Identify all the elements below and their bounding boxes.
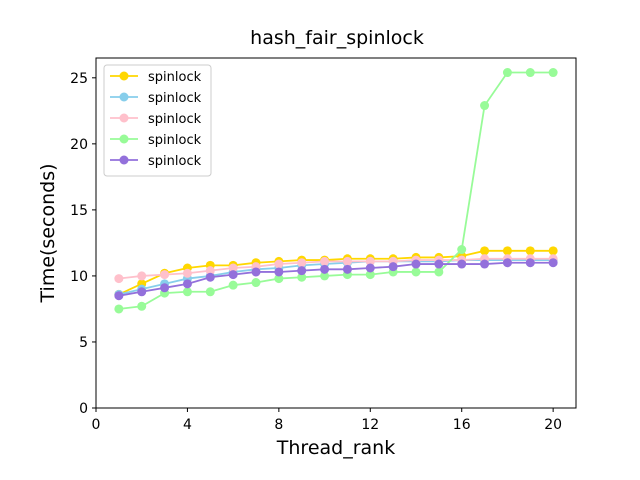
data-point <box>365 270 375 280</box>
series-5 <box>114 258 558 301</box>
y-tick-label: 25 <box>70 71 88 87</box>
x-tick-label: 16 <box>453 417 471 433</box>
data-point <box>457 245 467 255</box>
data-point <box>525 68 535 78</box>
x-tick-label: 8 <box>274 417 283 433</box>
data-point <box>320 271 330 281</box>
legend-label: spinlock <box>148 70 202 85</box>
data-point <box>548 68 558 78</box>
legend-label: spinlock <box>148 91 202 106</box>
legend-item: spinlock <box>110 154 202 169</box>
data-point <box>182 287 192 297</box>
y-tick-label: 0 <box>79 401 88 417</box>
plot-frame <box>95 57 577 409</box>
data-point <box>388 262 398 272</box>
legend-label: spinlock <box>148 112 202 127</box>
data-point <box>480 246 490 256</box>
legend-label: spinlock <box>148 154 202 169</box>
x-tick-label: 12 <box>361 417 379 433</box>
x-tick-label: 20 <box>544 417 562 433</box>
data-point <box>297 266 307 276</box>
data-point <box>205 287 215 297</box>
data-point <box>251 278 261 288</box>
data-point <box>502 258 512 268</box>
x-axis: 0 4 8 12 16 20 <box>92 408 562 433</box>
data-point <box>137 301 147 311</box>
data-point <box>182 268 192 278</box>
data-point <box>228 270 238 280</box>
data-point <box>114 274 124 284</box>
data-point <box>480 259 490 269</box>
data-point <box>160 270 170 280</box>
chart-title: hash_fair_spinlock <box>250 27 424 49</box>
legend-item: spinlock <box>110 91 202 106</box>
x-tick-label: 0 <box>92 417 101 433</box>
legend: spinlock spinlock spinlock spinlock spinlock <box>103 64 212 177</box>
y-tick-label: 15 <box>70 203 88 219</box>
y-tick-label: 10 <box>70 269 88 285</box>
legend-marker <box>119 155 129 165</box>
data-point <box>525 258 535 268</box>
y-axis: 0 5 10 15 20 25 <box>70 71 96 417</box>
data-point <box>205 272 215 282</box>
data-point <box>434 259 444 269</box>
data-point <box>274 259 284 269</box>
data-point <box>297 258 307 268</box>
data-point <box>297 272 307 282</box>
data-point <box>114 304 124 314</box>
data-point <box>320 264 330 274</box>
legend-marker <box>119 113 129 123</box>
legend-marker <box>119 71 129 81</box>
data-point <box>160 283 170 293</box>
data-point <box>502 68 512 78</box>
data-point <box>411 267 421 277</box>
data-point <box>457 259 467 269</box>
data-point <box>228 280 238 290</box>
legend-item: spinlock <box>110 133 202 148</box>
series-4 <box>114 68 558 314</box>
y-axis-label: Time(seconds) <box>37 164 59 304</box>
data-point <box>228 263 238 273</box>
data-point <box>137 271 147 281</box>
data-point <box>411 259 421 269</box>
legend-item: spinlock <box>110 70 202 85</box>
data-point <box>251 267 261 277</box>
x-tick-label: 4 <box>183 417 192 433</box>
legend-label: spinlock <box>148 133 202 148</box>
data-point <box>365 263 375 273</box>
data-point <box>182 279 192 289</box>
y-tick-label: 20 <box>70 137 88 153</box>
plot-content <box>114 68 558 314</box>
data-point <box>342 264 352 274</box>
data-point <box>274 267 284 277</box>
data-point <box>137 287 147 297</box>
data-point <box>114 291 124 301</box>
data-point <box>525 246 535 256</box>
legend-marker <box>119 134 129 144</box>
legend-marker <box>119 92 129 102</box>
data-point <box>480 101 490 111</box>
series-1 <box>114 246 558 299</box>
legend-item: spinlock <box>110 112 202 127</box>
data-point <box>434 267 444 277</box>
legend-box <box>103 64 212 177</box>
data-point <box>548 258 558 268</box>
y-tick-label: 5 <box>79 335 88 351</box>
data-point <box>274 274 284 284</box>
data-point <box>205 266 215 276</box>
data-point <box>548 246 558 256</box>
x-axis-label: Thread_rank <box>276 437 395 459</box>
data-point <box>320 256 330 266</box>
data-point <box>365 256 375 266</box>
data-point <box>342 256 352 266</box>
data-point <box>502 246 512 256</box>
